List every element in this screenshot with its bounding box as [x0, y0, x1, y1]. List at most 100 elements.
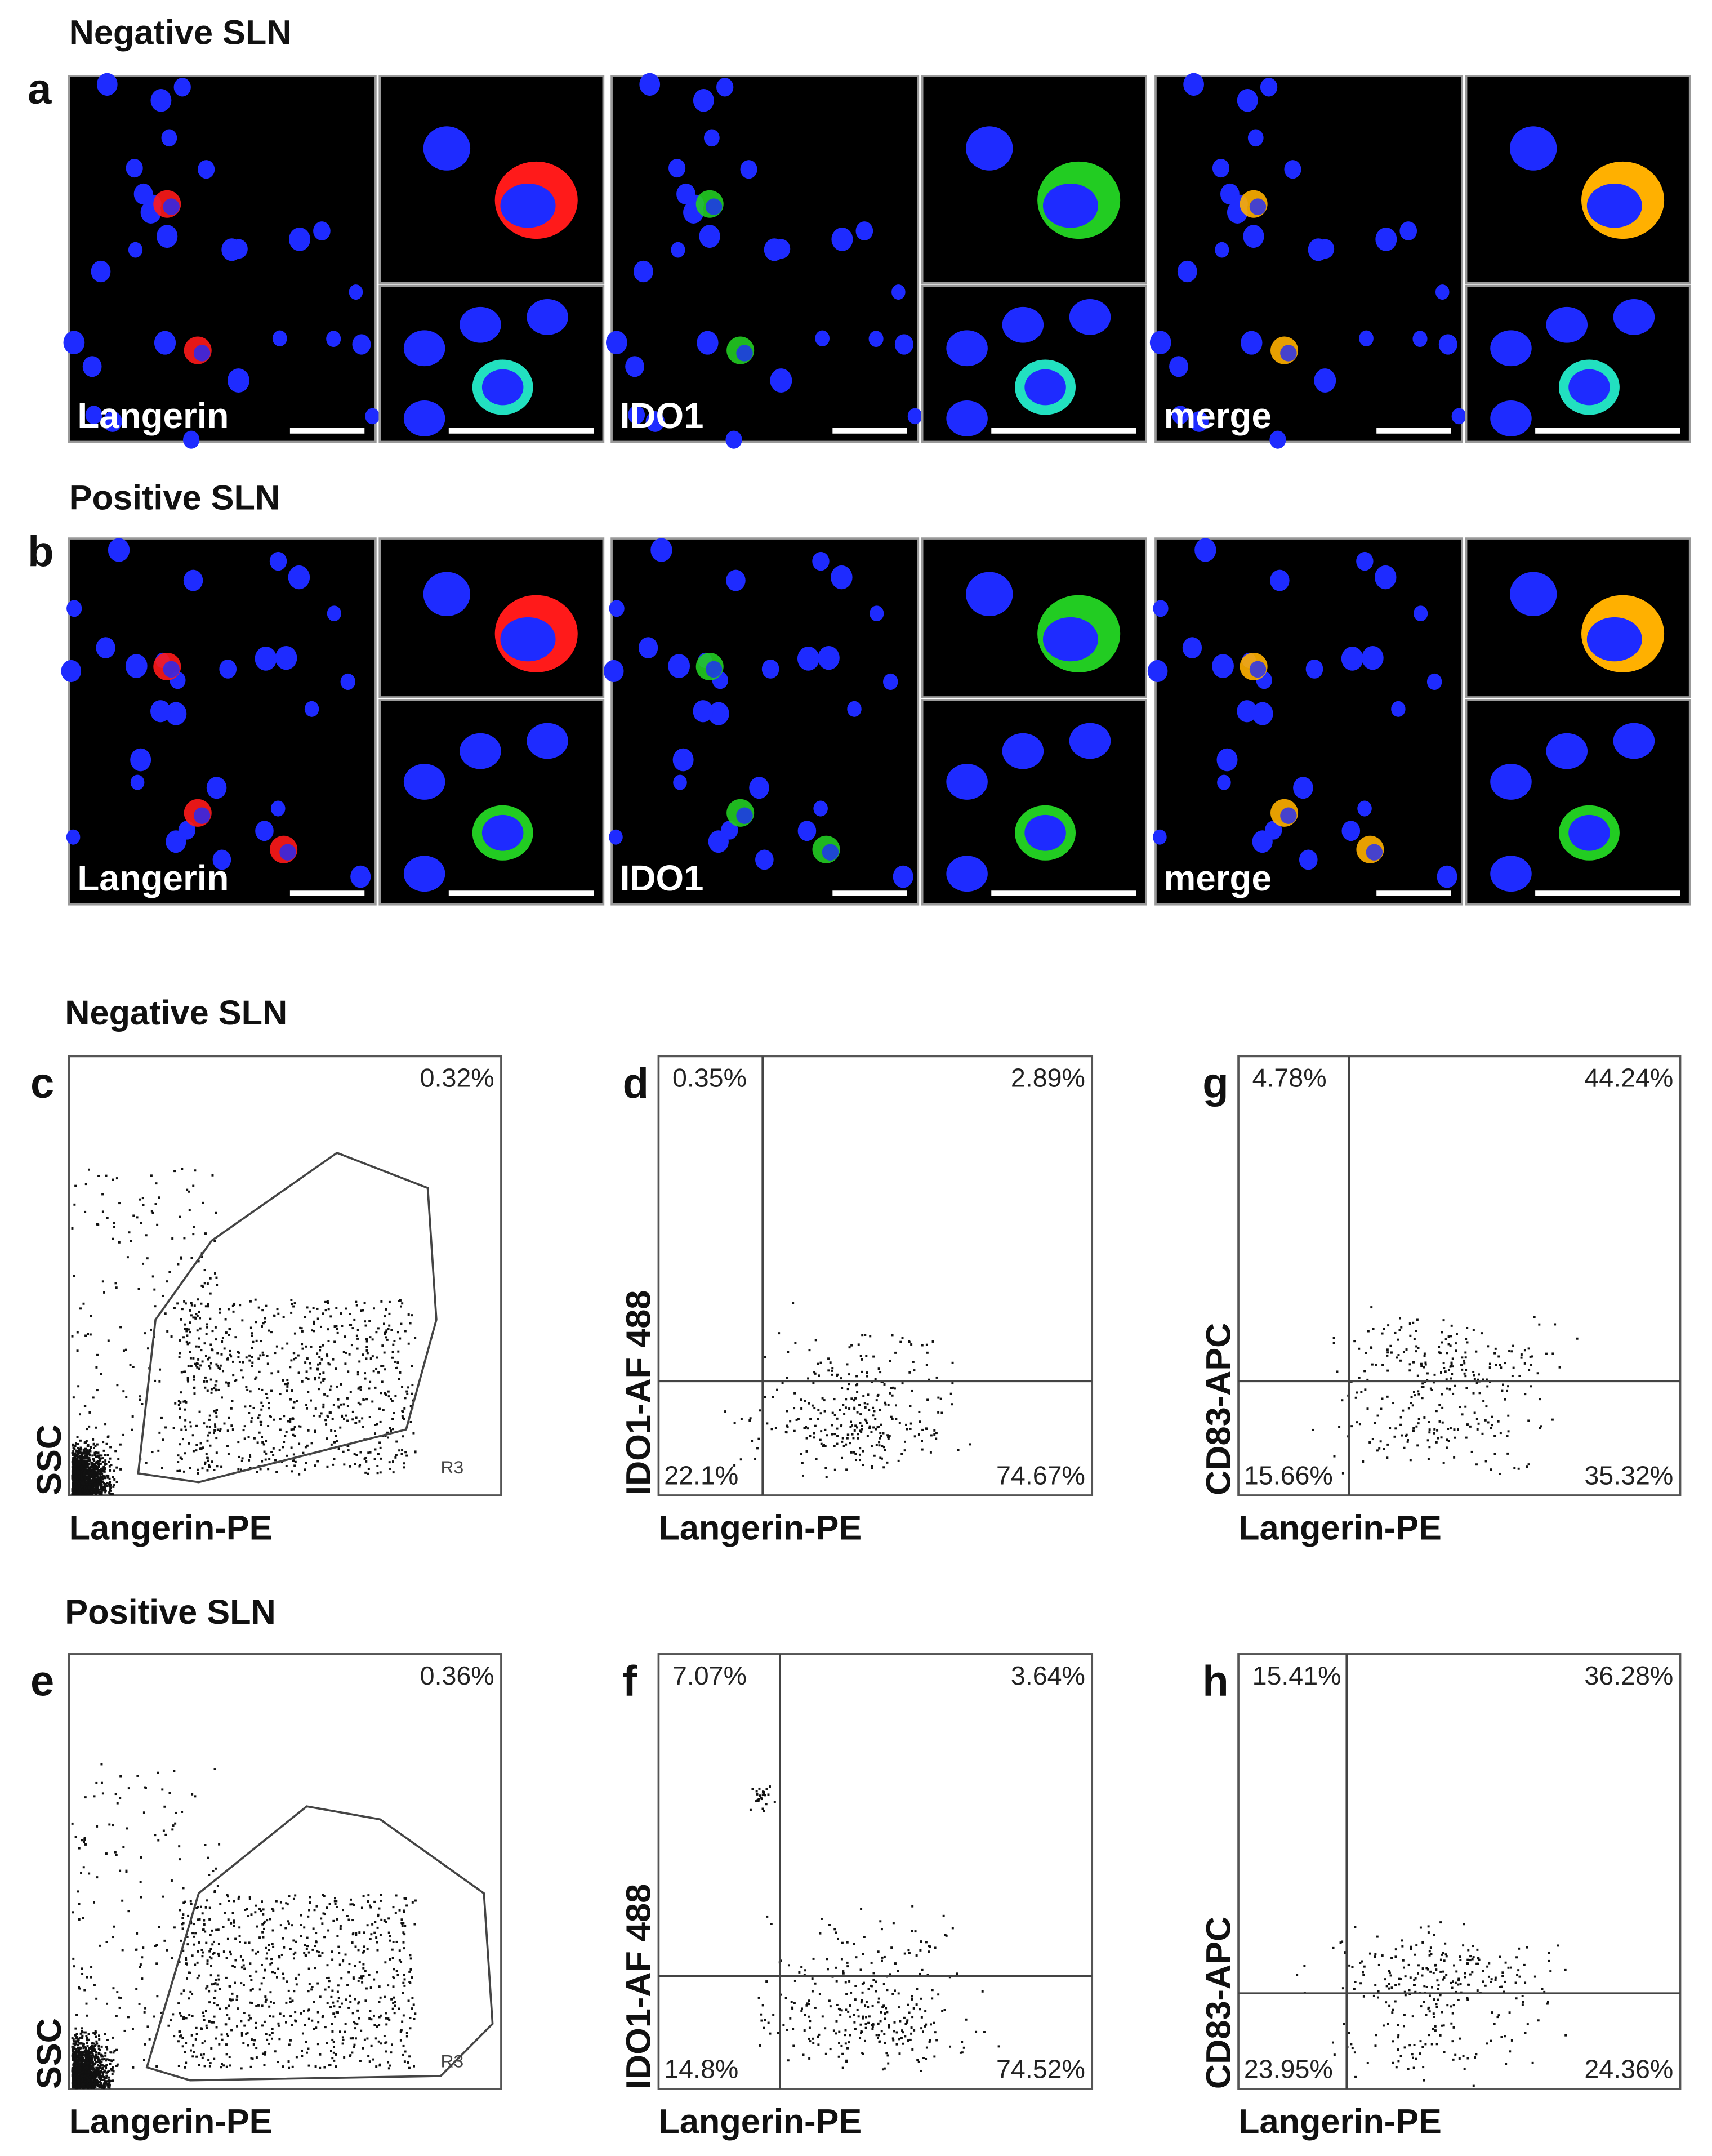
event	[78, 1476, 81, 1479]
event	[84, 1447, 87, 1450]
event	[81, 2082, 84, 2085]
event	[251, 1347, 253, 1349]
event	[101, 2073, 104, 2075]
event	[237, 1468, 240, 1471]
event	[186, 1188, 189, 1191]
event	[214, 1989, 217, 1992]
event	[291, 1303, 293, 1306]
event	[931, 1340, 934, 1343]
event	[1457, 1428, 1459, 1431]
event	[199, 1905, 202, 1908]
event	[1441, 1393, 1443, 1396]
event	[83, 1459, 86, 1462]
event	[80, 2064, 83, 2067]
event	[102, 2075, 105, 2078]
event	[179, 1469, 181, 1472]
event	[282, 1316, 285, 1318]
nucleus	[672, 748, 694, 772]
event	[212, 2021, 215, 2024]
event	[287, 1989, 290, 1992]
event	[1394, 1331, 1397, 1334]
event	[77, 1490, 80, 1493]
event	[182, 1989, 185, 1992]
event	[248, 2014, 251, 2017]
event	[95, 2035, 97, 2038]
event	[110, 1464, 113, 1467]
event	[819, 1361, 822, 1364]
event	[808, 1402, 810, 1405]
event	[1365, 1352, 1367, 1354]
event	[77, 2041, 80, 2044]
nucleus	[673, 774, 687, 790]
event	[1416, 1444, 1419, 1447]
event	[100, 1482, 102, 1484]
event	[78, 1475, 81, 1477]
event	[310, 1442, 313, 1445]
event	[1381, 1364, 1384, 1366]
event	[1463, 1372, 1466, 1375]
event	[101, 2071, 104, 2074]
nucleus	[150, 700, 171, 723]
event	[91, 1489, 93, 1491]
event	[194, 2038, 197, 2041]
event	[341, 2042, 344, 2045]
event	[226, 1937, 229, 1940]
nucleus	[1546, 733, 1588, 769]
event	[279, 1428, 282, 1431]
event	[367, 1900, 369, 1903]
event	[229, 1349, 231, 1352]
event	[409, 1968, 412, 1971]
event	[1408, 1363, 1411, 1366]
nucleus	[1147, 660, 1168, 683]
event	[764, 1356, 766, 1358]
event	[227, 1918, 230, 1921]
event	[306, 1357, 309, 1360]
event	[369, 1906, 372, 1909]
event	[73, 2080, 76, 2083]
event	[114, 1282, 117, 1285]
event	[272, 1945, 275, 1948]
event	[385, 2017, 387, 2020]
event	[859, 1355, 862, 1357]
event	[141, 1403, 144, 1405]
event	[81, 2056, 83, 2059]
event	[365, 1346, 368, 1348]
event	[232, 1374, 235, 1377]
event	[99, 2048, 101, 2051]
event	[1332, 1342, 1335, 1344]
event	[87, 2071, 90, 2074]
event	[96, 1487, 99, 1490]
event	[264, 2053, 266, 2056]
event	[375, 2065, 378, 2068]
event	[359, 1464, 362, 1466]
event	[75, 2087, 78, 2090]
event	[75, 2037, 78, 2040]
event	[97, 2074, 99, 2077]
event	[178, 1961, 181, 1963]
event	[251, 1417, 253, 1420]
event	[400, 1453, 403, 1455]
event	[1523, 1362, 1526, 1365]
event	[349, 1465, 351, 1467]
y-axis-label: CD83-APC	[1199, 1323, 1237, 1495]
event	[98, 2034, 100, 2037]
event	[362, 1398, 365, 1401]
event	[862, 1464, 864, 1467]
event	[182, 1949, 185, 1952]
event	[340, 1312, 342, 1315]
event	[346, 1915, 349, 1917]
event	[307, 1967, 310, 1970]
event	[231, 1992, 234, 1995]
event	[88, 2074, 91, 2077]
event	[106, 1482, 109, 1485]
event	[940, 1411, 943, 1414]
event	[230, 1407, 233, 1410]
event	[1475, 1350, 1478, 1353]
event	[385, 2023, 388, 2026]
event	[390, 1429, 392, 1432]
event	[303, 1926, 306, 1929]
event	[1412, 1429, 1415, 1432]
event	[79, 2042, 82, 2044]
event	[891, 1394, 894, 1397]
event	[109, 1446, 112, 1449]
